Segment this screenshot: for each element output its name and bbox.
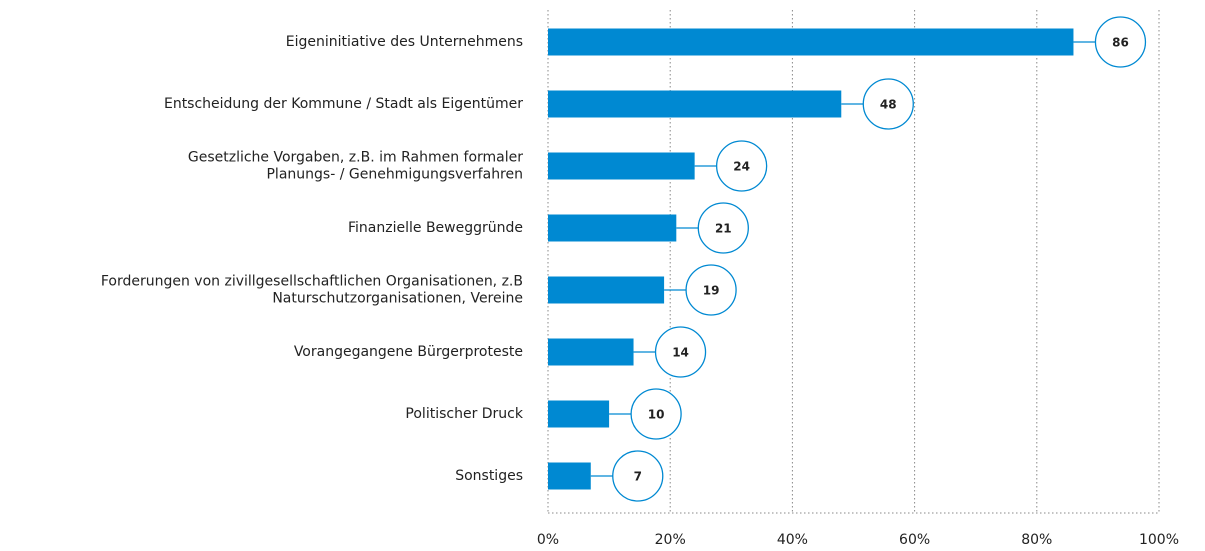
label-line: Naturschutzorganisationen, Vereine: [272, 291, 523, 307]
bar: [548, 90, 842, 118]
y-tick-label: Entscheidung der Kommune / Stadt als Eig…: [164, 96, 523, 112]
value-bubble: [862, 78, 914, 130]
label-line: Planungs- / Genehmigungsverfahren: [266, 167, 523, 183]
value-bubble: [630, 388, 682, 440]
x-tick-label: 80%: [1021, 532, 1052, 548]
value-bubble: [715, 140, 768, 192]
label-line: Sonstiges: [455, 468, 523, 484]
y-tick-label: Vorangegangene Bürgerproteste: [294, 344, 523, 360]
label-line: Entscheidung der Kommune / Stadt als Eig…: [164, 96, 523, 112]
value-bubble: [1094, 16, 1147, 68]
value-bubble: [654, 326, 707, 378]
label-line: Eigeninitiative des Unternehmens: [286, 34, 523, 50]
y-tick-label: Eigeninitiative des Unternehmens: [286, 34, 523, 50]
x-tick-label: 20%: [655, 532, 686, 548]
bar: [548, 462, 591, 490]
label-line: Vorangegangene Bürgerproteste: [294, 344, 523, 360]
label-line: Finanzielle Beweggründe: [348, 220, 523, 236]
bar: [548, 214, 677, 242]
bar: [548, 400, 610, 428]
value-bubble: [697, 202, 749, 254]
x-tick-label: 100%: [1139, 532, 1179, 548]
y-tick-label: Finanzielle Beweggründe: [348, 220, 523, 236]
label-line: Politischer Druck: [405, 406, 523, 422]
label-line: Gesetzliche Vorgaben, z.B. im Rahmen for…: [188, 150, 523, 166]
data-label: 21: [715, 222, 732, 236]
value-bubble: [612, 450, 664, 502]
data-label: 86: [1112, 36, 1129, 50]
data-label: 19: [703, 284, 720, 298]
y-tick-label: Forderungen von zivillgesellschaftlichen…: [101, 274, 523, 307]
label-line: Forderungen von zivillgesellschaftlichen…: [101, 274, 523, 290]
value-bubble: [685, 264, 737, 316]
y-tick-label: Gesetzliche Vorgaben, z.B. im Rahmen for…: [188, 150, 523, 183]
x-tick-label: 60%: [899, 532, 930, 548]
bar: [548, 152, 695, 180]
x-tick-label: 0%: [537, 532, 559, 548]
data-label: 7: [634, 470, 642, 484]
bar: [548, 28, 1074, 56]
bar: [548, 338, 634, 366]
bar: [548, 276, 665, 304]
data-label: 14: [672, 346, 689, 360]
y-tick-label: Sonstiges: [455, 468, 523, 484]
data-label: 48: [880, 98, 897, 112]
data-label: 10: [648, 408, 665, 422]
x-tick-label: 40%: [777, 532, 808, 548]
data-label: 24: [733, 160, 750, 174]
y-tick-label: Politischer Druck: [405, 406, 523, 422]
